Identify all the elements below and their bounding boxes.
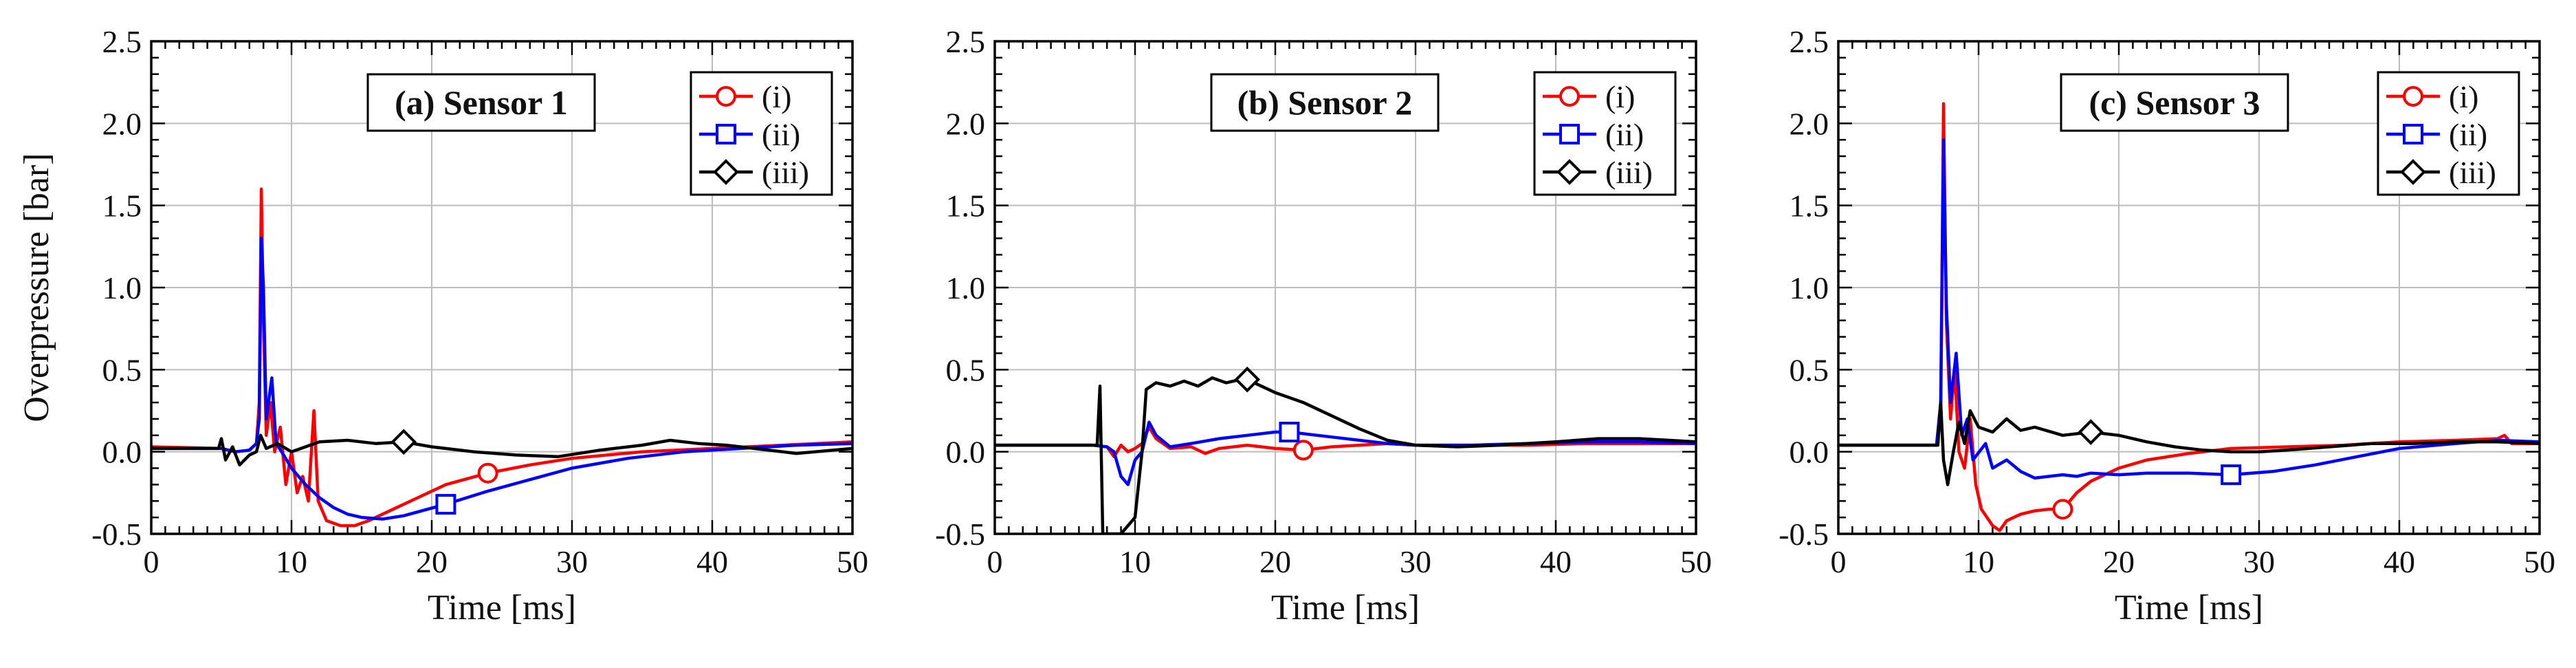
series-marker-ii xyxy=(1279,422,1300,443)
panel-title-box xyxy=(2060,73,2289,132)
plot-frame xyxy=(993,40,1697,535)
x-tick-label: 40 xyxy=(2384,544,2415,579)
legend-label: (iii) xyxy=(2449,155,2496,190)
x-tick-label: 40 xyxy=(696,544,728,579)
series-group xyxy=(995,366,1696,534)
y-tick-label: 1.5 xyxy=(1790,188,1829,224)
y-tick-label: 2.0 xyxy=(946,106,986,141)
y-tick-label: 2.5 xyxy=(102,24,142,59)
legend-marker xyxy=(1556,159,1583,185)
x-axis-label: Time [ms] xyxy=(1271,588,1420,627)
panel-title-box xyxy=(1210,73,1440,132)
legend-label: (i) xyxy=(2449,79,2478,114)
series-group xyxy=(151,187,852,528)
panel-title: (b) Sensor 2 xyxy=(1237,83,1413,122)
series-group xyxy=(1838,102,2540,532)
y-tick-label: -0.5 xyxy=(1779,517,1829,552)
legend-label: (i) xyxy=(1605,79,1635,114)
y-tick-label: 0.5 xyxy=(1790,352,1829,387)
series-line-ii xyxy=(151,237,852,521)
legend-label: (ii) xyxy=(1605,117,1644,152)
series-marker-iii xyxy=(390,429,417,455)
y-axis-label: Overpressure [bar] xyxy=(17,153,56,422)
x-tick-label: 50 xyxy=(1680,544,1712,579)
legend-marker xyxy=(2400,159,2426,185)
series-line-iii xyxy=(995,376,1696,534)
plot-frame xyxy=(1837,40,2541,535)
y-tick-label: 1.5 xyxy=(946,188,986,224)
series-marker-ii xyxy=(435,494,456,515)
x-tick-label: 10 xyxy=(1119,544,1151,579)
x-tick-label: 20 xyxy=(1259,544,1291,579)
series-line-iii xyxy=(1838,400,2540,486)
series-line-ii xyxy=(1838,138,2540,480)
panel-sensor-1: 0 10 20 30 40 50 -0.5 0.0 0.5 1.0 1.5 2.0 2.5 Time [m… xyxy=(17,24,868,627)
y-tick-label: 2.0 xyxy=(1790,106,1829,141)
legend-marker xyxy=(2403,124,2423,144)
y-tick-label: 0.0 xyxy=(1790,435,1829,470)
x-tick-label: 0 xyxy=(987,544,1003,579)
legend-marker xyxy=(716,124,736,144)
y-tick-label: 0.0 xyxy=(102,435,142,470)
series-marker-i xyxy=(1292,440,1314,461)
x-axis-label: Time [ms] xyxy=(428,588,576,627)
legend-marker xyxy=(1559,124,1580,144)
panel-sensor-2: 0 10 20 30 40 50 -0.5 0.0 0.5 1.0 1.5 2.0 2.5 Time [m… xyxy=(935,24,1712,627)
legend-label: (ii) xyxy=(762,117,800,152)
panel-sensor-3: 0 10 20 30 40 50 -0.5 0.0 0.5 1.0 1.5 2.0 2.5 Time [m… xyxy=(1779,24,2555,627)
legend-label: (iii) xyxy=(762,155,809,190)
x-tick-label: 30 xyxy=(556,544,588,579)
x-tick-label: 10 xyxy=(276,544,307,579)
series-marker-iii xyxy=(1234,366,1261,393)
y-tick-label: 1.0 xyxy=(1790,270,1829,305)
x-tick-label: 0 xyxy=(144,544,159,579)
y-tick-label: 1.0 xyxy=(102,270,142,305)
x-tick-label: 0 xyxy=(1831,544,1847,579)
y-tick-label: 2.5 xyxy=(1790,24,1829,59)
legend-marker xyxy=(713,159,739,185)
x-tick-label: 20 xyxy=(416,544,448,579)
panel-title: (c) Sensor 3 xyxy=(2089,83,2260,122)
series-line-iii xyxy=(151,433,852,467)
legend-label: (ii) xyxy=(2449,117,2487,152)
legend-marker xyxy=(716,86,736,107)
series-marker-i xyxy=(477,462,498,484)
y-tick-label: 2.0 xyxy=(102,106,142,141)
y-tick-label: 2.5 xyxy=(946,24,986,59)
y-tick-label: 1.0 xyxy=(946,270,986,305)
panel-title: (a) Sensor 1 xyxy=(395,83,568,122)
x-tick-label: 50 xyxy=(837,544,868,579)
y-tick-label: 0.5 xyxy=(102,352,142,387)
y-tick-label: -0.5 xyxy=(935,517,985,552)
x-tick-label: 30 xyxy=(2243,544,2275,579)
x-tick-label: 40 xyxy=(1540,544,1572,579)
legend-label: (iii) xyxy=(1605,155,1653,190)
x-axis-label: Time [ms] xyxy=(2115,588,2263,627)
y-tick-label: 0.5 xyxy=(946,352,986,387)
plot-frame xyxy=(150,40,854,535)
series-line-i xyxy=(151,187,852,528)
y-tick-label: 0.0 xyxy=(946,435,986,470)
x-tick-label: 10 xyxy=(1963,544,1994,579)
series-marker-ii xyxy=(2221,464,2242,486)
y-tick-label: -0.5 xyxy=(91,517,142,552)
series-marker-i xyxy=(2052,499,2073,520)
legend-marker xyxy=(1559,86,1580,107)
series-marker-iii xyxy=(2078,419,2104,445)
legend-marker xyxy=(2403,86,2423,107)
x-tick-label: 30 xyxy=(1400,544,1431,579)
y-tick-label: 1.5 xyxy=(102,188,142,224)
x-tick-label: 20 xyxy=(2103,544,2135,579)
panel-title-box xyxy=(366,73,596,132)
x-tick-label: 50 xyxy=(2524,544,2555,579)
legend-label: (i) xyxy=(762,79,791,114)
